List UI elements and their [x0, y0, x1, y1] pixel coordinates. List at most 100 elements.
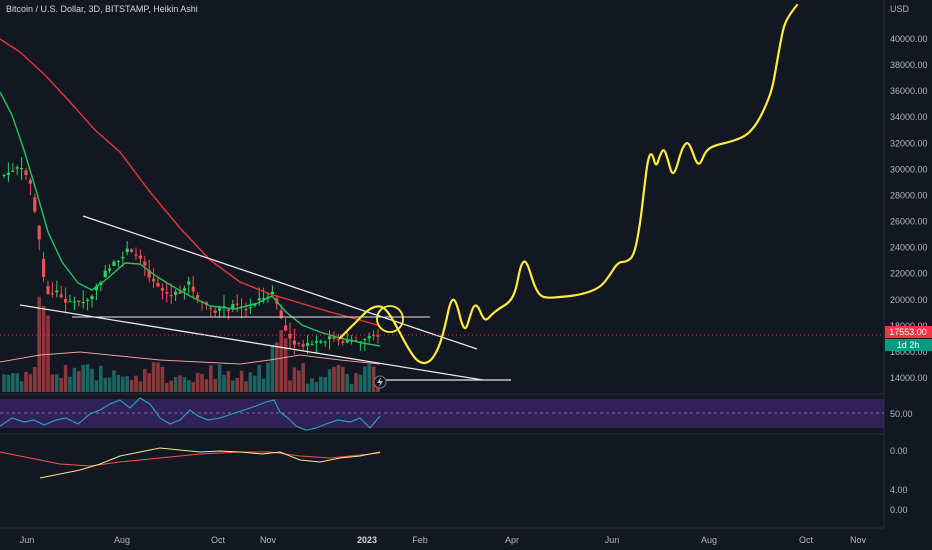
- candle-body: [284, 325, 288, 331]
- volume-bar: [72, 367, 77, 392]
- candle-body: [332, 336, 336, 339]
- candle-body: [213, 310, 217, 313]
- candle-body: [33, 197, 37, 212]
- volume-bar: [209, 365, 213, 392]
- volume-bar: [200, 373, 204, 392]
- volume-bar: [138, 381, 143, 392]
- volume-bar: [173, 377, 178, 392]
- time-tick-label: Feb: [412, 535, 428, 545]
- volume-bar: [336, 364, 341, 392]
- rsi-band: [0, 399, 884, 428]
- volume-bar: [349, 383, 354, 392]
- price-tick-label: 22000.00: [890, 269, 928, 279]
- time-tick-label: 2023: [357, 535, 377, 545]
- candle-body: [134, 254, 138, 256]
- currency-label: USD: [890, 4, 910, 14]
- candle-body: [319, 341, 323, 343]
- candle-body: [345, 340, 349, 343]
- candle-body: [222, 306, 226, 308]
- volume-bar: [283, 338, 288, 392]
- candle-body: [2, 174, 6, 176]
- time-axis-ticks[interactable]: Jun Aug Oct Nov 2023 Feb Apr Jun Aug Oct Nov: [20, 535, 867, 545]
- volume-bar: [195, 372, 200, 392]
- volume-bar: [99, 365, 103, 392]
- countdown-tag: [885, 339, 932, 351]
- lightning-icon[interactable]: [373, 375, 387, 389]
- volume-bar: [327, 369, 332, 392]
- price-tick-label: 18000.00: [890, 321, 928, 331]
- last-price-value: 17553.00: [889, 327, 927, 337]
- price-tick-label: 32000.00: [890, 138, 928, 148]
- volume-bar: [59, 378, 63, 392]
- volume-bar: [292, 367, 297, 392]
- volume-bar: [19, 381, 24, 392]
- volume-bar: [323, 377, 327, 392]
- volume-bar: [213, 378, 217, 392]
- candle-body: [244, 309, 248, 311]
- volume-bar: [371, 366, 376, 392]
- volume-bar: [345, 374, 349, 392]
- candle-body: [55, 290, 59, 293]
- time-tick-label: Jun: [20, 535, 35, 545]
- candle-body: [46, 286, 50, 294]
- candle-body: [37, 225, 41, 240]
- volume-bar: [310, 378, 314, 392]
- candle-body: [257, 298, 261, 301]
- volume-bar: [121, 376, 125, 392]
- time-tick-label: Aug: [701, 535, 717, 545]
- volume-bar: [116, 374, 121, 392]
- candle-body: [90, 296, 94, 300]
- candle-body: [156, 282, 160, 287]
- upper-trendline[interactable]: [82, 215, 478, 350]
- volume-bar: [143, 369, 147, 392]
- volume-bar: [156, 362, 160, 392]
- volume-bar: [15, 373, 19, 392]
- volume-bar: [305, 383, 310, 392]
- volume-bar: [244, 381, 248, 392]
- candle-body: [306, 343, 310, 346]
- volume-bar: [107, 377, 112, 392]
- candle-body: [59, 294, 63, 298]
- time-tick-label: Nov: [850, 535, 867, 545]
- candle-body: [292, 340, 296, 345]
- price-tick-label: 28000.00: [890, 190, 928, 200]
- volume-bar: [319, 376, 323, 392]
- candle-body: [372, 335, 376, 337]
- yellow-circle-drawing[interactable]: [376, 305, 404, 333]
- volume-bar: [33, 366, 37, 392]
- candle-body: [169, 295, 173, 297]
- osc-axis-label-top: 0.00: [890, 446, 908, 456]
- price-axis-ticks[interactable]: 14000.00 16000.00 18000.00 20000.00 22000.00…: [890, 34, 928, 383]
- volume-bar: [81, 364, 85, 392]
- rsi-line: [0, 397, 381, 431]
- rsi-axis-label: 50.00: [890, 409, 913, 419]
- last-price-tag: [885, 326, 932, 338]
- candle-body: [253, 303, 257, 306]
- candle-body: [160, 288, 164, 291]
- volume-bar: [165, 382, 169, 392]
- volume-moving-average: [0, 351, 381, 365]
- oscillator-red-line: [0, 451, 381, 467]
- yellow-forecast-drawing[interactable]: [338, 3, 799, 365]
- candle-body: [103, 270, 107, 278]
- candle-body: [226, 309, 230, 311]
- volume-bar: [129, 379, 134, 392]
- volume-bar: [2, 374, 6, 392]
- volume-bar: [85, 364, 90, 392]
- candle-body: [178, 291, 182, 294]
- volume-bar: [134, 375, 138, 392]
- price-tick-label: 30000.00: [890, 164, 928, 174]
- slow-moving-average: [0, 38, 381, 327]
- candle-body: [196, 294, 200, 299]
- volume-bar: [248, 372, 253, 392]
- volume-bar: [90, 368, 94, 392]
- candle-body: [50, 293, 54, 295]
- price-tick-label: 14000.00: [890, 373, 928, 383]
- candle-body: [270, 291, 274, 295]
- volume-bar: [222, 374, 226, 392]
- price-tick-label: 36000.00: [890, 86, 928, 96]
- volume-bar: [314, 382, 319, 392]
- candle-body: [182, 288, 186, 291]
